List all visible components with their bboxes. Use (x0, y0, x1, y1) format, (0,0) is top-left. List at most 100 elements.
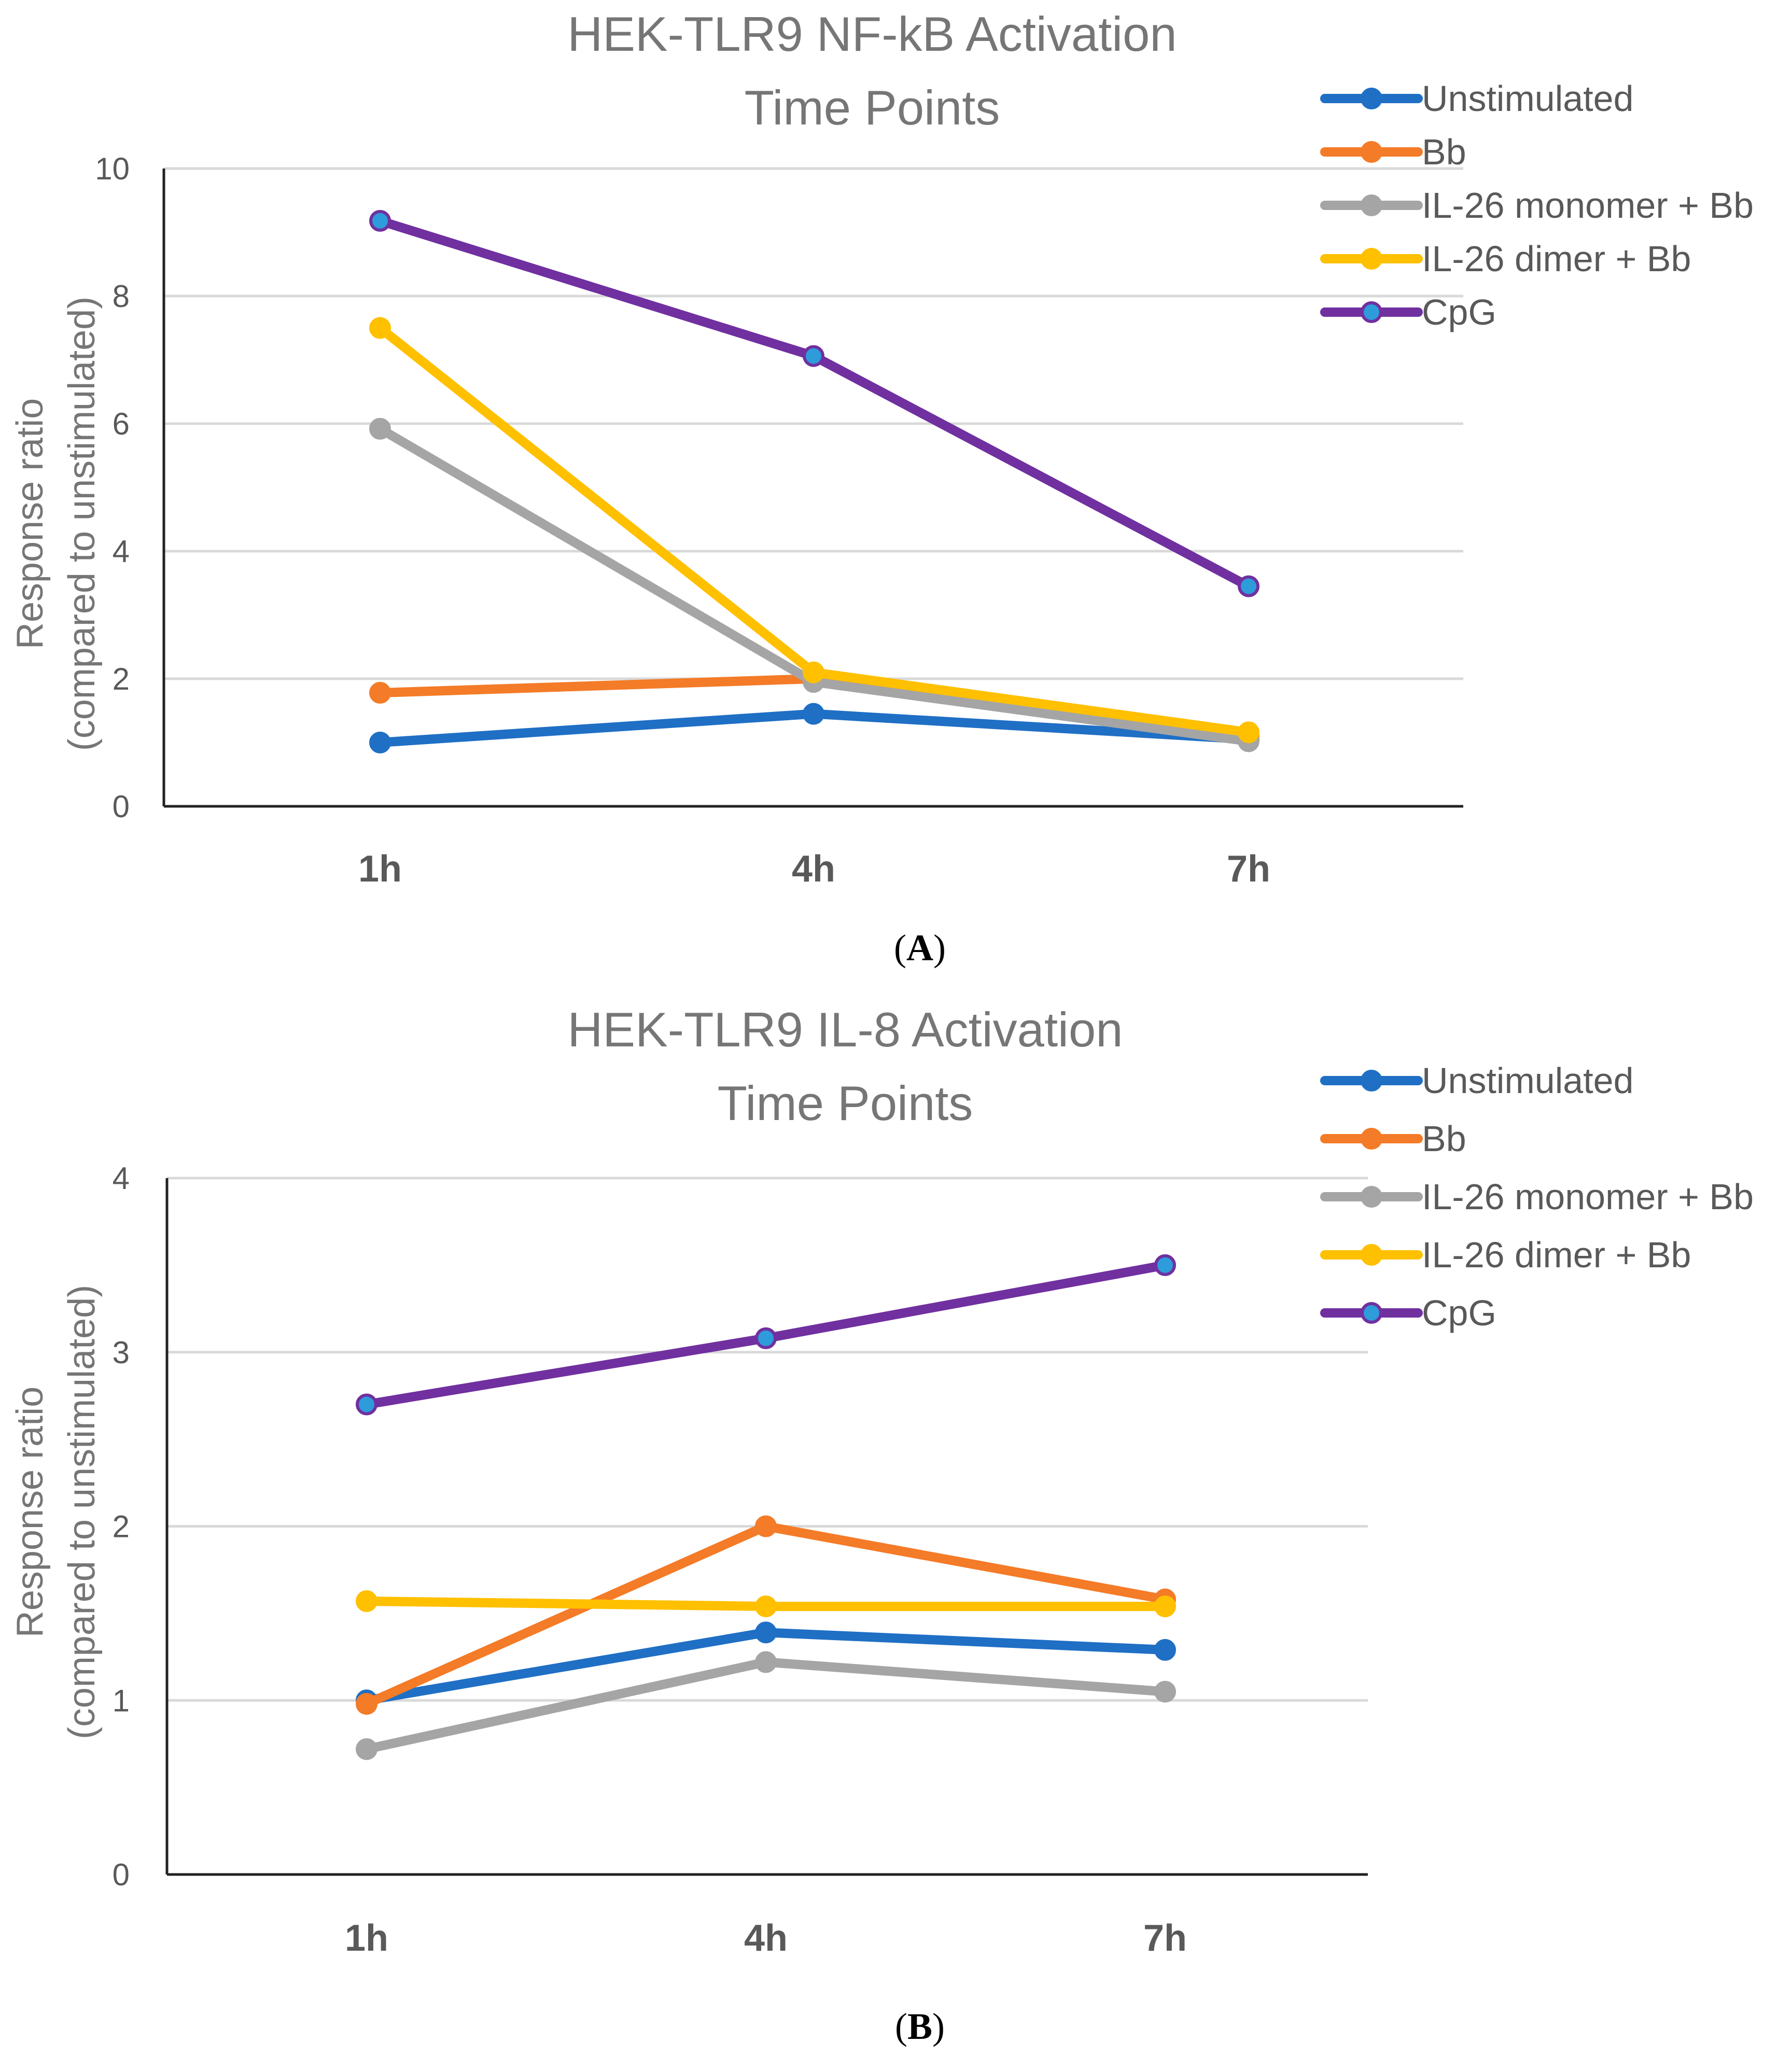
data-point-il-26-dimer-bb-7h (1154, 1595, 1176, 1617)
x-tick-label-7h: 7h (1227, 848, 1270, 890)
data-point-unstimulated-4h (755, 1621, 777, 1644)
y-axis-label-line-2: (compared to unstimulated) (61, 1285, 103, 1739)
data-point-il-26-monomer-bb-4h (755, 1651, 777, 1673)
data-point-bb-1h (369, 682, 391, 704)
panel-a-nfkb-chart: HEK-TLR9 NF-kB Activation Time Points Re… (9, 7, 1754, 969)
legend-item-unstimulated: Unstimulated (1320, 1060, 1634, 1101)
x-tick-label-1h: 1h (358, 848, 402, 890)
series-line-il-26-monomer-bb (362, 1657, 1170, 1754)
data-point-il-26-dimer-bb-1h (369, 317, 391, 339)
legend-item-cpg: CpG (1320, 292, 1496, 332)
gridlines (164, 167, 1463, 680)
y-tick-label-0: 0 (113, 789, 130, 824)
x-tick-label-4h: 4h (792, 848, 835, 890)
panel-label-a: (A) (894, 927, 946, 969)
x-tick-labels: 1h 4h 7h (345, 1918, 1187, 1959)
y-axis-label-line-1: Response ratio (9, 398, 51, 649)
y-tick-label-6: 6 (113, 407, 130, 441)
legend-swatch-marker (1361, 1070, 1382, 1092)
data-point-cpg-4h (755, 1327, 777, 1349)
legend-swatch-marker (1361, 141, 1382, 163)
legend-swatch-marker (1361, 1128, 1382, 1150)
chart-title-line-1: HEK-TLR9 IL-8 Activation (568, 1002, 1123, 1057)
legend-label: Unstimulated (1422, 1060, 1634, 1101)
series-il-26-monomer-bb (369, 417, 1259, 752)
legend-label: IL-26 monomer + Bb (1422, 1177, 1754, 1217)
legend-item-unstimulated: Unstimulated (1320, 78, 1634, 119)
y-tick-label-3: 3 (113, 1335, 130, 1370)
legend-label: CpG (1422, 292, 1496, 332)
legend-swatch-marker (1361, 248, 1382, 270)
series-cpg (356, 1254, 1176, 1416)
legend-label: Bb (1422, 1118, 1466, 1159)
x-tick-label-7h: 7h (1143, 1918, 1187, 1959)
data-point-cpg-7h (1154, 1254, 1176, 1276)
x-tick-label-4h: 4h (744, 1918, 788, 1959)
legend-swatch-marker (1361, 1244, 1382, 1266)
legend-label: IL-26 monomer + Bb (1422, 185, 1754, 226)
legend-item-il-26-dimer-bb: IL-26 dimer + Bb (1320, 1235, 1691, 1275)
y-axis-label-line-2: (compared to unstimulated) (61, 297, 103, 751)
data-point-cpg-7h (1238, 575, 1259, 597)
data-point-unstimulated-1h (369, 732, 391, 753)
data-point-il-26-dimer-bb-4h (803, 661, 824, 683)
chart-title-line-2: Time Points (718, 1076, 973, 1130)
panel-label-b: (B) (895, 2006, 945, 2047)
legend-label: Unstimulated (1422, 78, 1634, 119)
chart-title-line-2: Time Points (745, 80, 1000, 135)
data-point-il-26-dimer-bb-1h (356, 1590, 377, 1612)
legend-label: IL-26 dimer + Bb (1422, 1235, 1691, 1275)
legend-item-bb: Bb (1320, 132, 1466, 172)
series-line-cpg (375, 216, 1253, 591)
series-lines (356, 1254, 1176, 1760)
y-tick-labels: 0 2 4 6 8 10 (95, 151, 130, 824)
legend-label: IL-26 dimer + Bb (1422, 239, 1691, 279)
data-point-cpg-1h (369, 209, 391, 232)
series-il-26-dimer-bb (369, 317, 1259, 744)
legend-swatch-marker (1361, 194, 1382, 216)
y-tick-label-2: 2 (113, 662, 130, 696)
y-tick-label-4: 4 (113, 534, 130, 569)
data-point-unstimulated-7h (1154, 1639, 1176, 1661)
legend-swatch-marker (1361, 301, 1382, 323)
x-tick-label-1h: 1h (345, 1918, 388, 1959)
legend-label: CpG (1422, 1293, 1496, 1333)
legend-label: Bb (1422, 132, 1466, 172)
series-il-26-monomer-bb (356, 1651, 1176, 1760)
y-axis-label-line-1: Response ratio (9, 1387, 51, 1638)
data-point-unstimulated-4h (803, 703, 824, 725)
data-point-bb-4h (755, 1515, 777, 1537)
legend-swatch-marker (1361, 88, 1382, 109)
legend-swatch-marker (1361, 1186, 1382, 1208)
x-tick-labels: 1h 4h 7h (358, 848, 1270, 890)
data-point-cpg-4h (803, 345, 824, 367)
legend-item-il-26-monomer-bb: IL-26 monomer + Bb (1320, 185, 1754, 226)
series-line-il-26-monomer-bb (375, 424, 1253, 746)
data-point-il-26-monomer-bb-7h (1154, 1681, 1176, 1703)
y-tick-label-8: 8 (113, 279, 130, 314)
data-point-cpg-1h (356, 1393, 377, 1416)
legend-item-il-26-dimer-bb: IL-26 dimer + Bb (1320, 239, 1691, 279)
y-tick-label-1: 1 (113, 1683, 130, 1718)
data-point-il-26-dimer-bb-7h (1238, 721, 1259, 744)
data-point-bb-1h (356, 1692, 377, 1715)
y-tick-labels: 0 1 2 3 4 (113, 1161, 130, 1892)
y-tick-label-2: 2 (113, 1509, 130, 1544)
legend-swatch-marker (1361, 1302, 1382, 1324)
legend: Unstimulated Bb IL-26 monomer + Bb IL-26 di… (1320, 1060, 1754, 1333)
legend-item-cpg: CpG (1320, 1293, 1496, 1333)
legend: Unstimulated Bb IL-26 monomer + Bb IL-26 di… (1320, 78, 1754, 332)
y-tick-label-4: 4 (113, 1161, 130, 1196)
series-il-26-dimer-bb (356, 1590, 1176, 1617)
data-point-il-26-monomer-bb-1h (356, 1738, 377, 1760)
y-tick-label-0: 0 (113, 1857, 130, 1892)
series-lines (369, 209, 1259, 753)
data-point-il-26-dimer-bb-4h (755, 1595, 777, 1617)
series-cpg (369, 209, 1259, 597)
y-tick-label-10: 10 (95, 151, 130, 186)
legend-item-il-26-monomer-bb: IL-26 monomer + Bb (1320, 1177, 1754, 1217)
data-point-il-26-monomer-bb-1h (369, 417, 391, 440)
legend-item-bb: Bb (1320, 1118, 1466, 1159)
panel-b-il8-chart: HEK-TLR9 IL-8 Activation Time Points Res… (9, 1002, 1754, 2047)
